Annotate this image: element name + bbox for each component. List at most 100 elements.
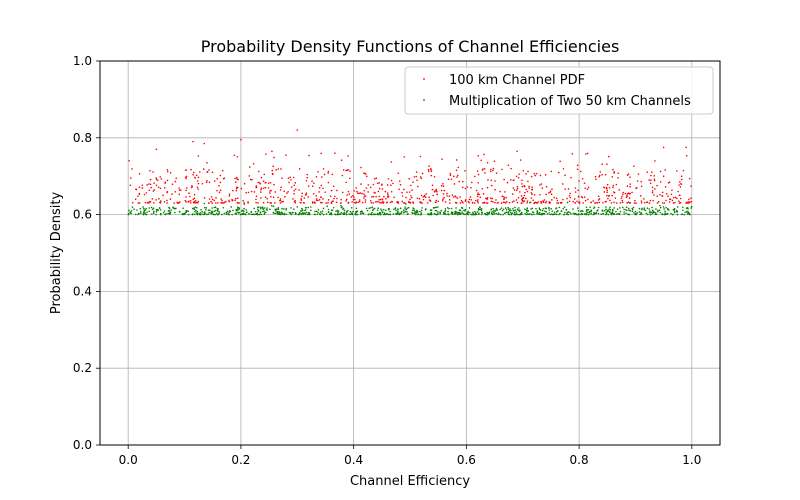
point-100km [361,192,363,195]
point-two-50km [618,212,621,215]
point-two-50km [285,207,288,210]
point-100km [679,194,681,197]
point-two-50km [191,213,194,215]
point-two-50km [200,209,202,211]
point-two-50km [525,211,528,214]
point-100km [428,199,431,201]
point-100km [667,182,670,184]
point-100km [218,191,221,194]
point-100km [656,184,658,187]
point-100km [601,173,603,176]
point-100km [166,191,168,194]
point-100km [375,195,377,198]
point-100km [384,190,387,193]
point-two-50km [443,213,445,215]
point-100km [513,179,515,181]
point-two-50km [218,211,221,213]
point-100km [473,202,476,204]
point-100km [467,200,470,203]
point-100km [355,187,357,189]
point-100km [192,173,194,176]
point-100km [659,194,661,196]
point-two-50km [492,207,494,210]
point-100km [234,177,236,180]
point-100km [279,189,282,191]
point-two-50km [163,210,166,212]
point-100km [448,199,451,201]
point-100km [184,199,187,202]
point-two-50km [627,201,630,204]
point-100km [208,198,211,200]
point-100km [376,200,378,203]
point-100km [345,198,348,201]
point-100km [305,179,308,182]
point-two-50km [525,213,528,216]
point-100km [540,183,543,185]
point-100km [626,185,629,187]
point-100km [426,202,429,204]
point-100km [473,175,476,178]
point-100km [515,175,518,178]
point-two-50km [451,212,453,215]
point-two-50km [626,209,628,212]
point-two-50km [628,209,630,211]
point-100km [653,194,655,196]
point-two-50km [610,212,613,214]
point-100km [678,200,680,202]
point-two-50km [335,210,337,212]
point-100km [342,169,345,171]
point-two-50km [673,207,676,210]
point-two-50km [651,209,654,212]
point-100km [535,172,538,175]
point-100km [352,198,355,201]
point-100km [264,196,267,199]
point-100km [690,197,692,199]
point-two-50km [419,210,421,213]
point-two-50km [207,213,209,216]
point-two-50km [681,206,684,209]
point-two-50km [264,211,267,214]
point-two-50km [538,211,541,214]
point-two-50km [448,207,450,210]
point-two-50km [430,209,433,211]
point-100km [572,200,575,203]
point-100km [271,150,273,153]
point-100km [639,195,642,197]
point-two-50km [235,212,237,214]
point-two-50km [392,213,395,215]
point-100km [308,154,310,157]
point-100km [312,193,315,195]
point-100km [267,182,270,185]
point-100km [386,184,389,186]
point-100km [269,190,271,192]
point-100km [365,187,368,189]
point-100km [449,202,451,204]
point-100km [545,200,548,203]
chart-title: Probability Density Functions of Channel… [201,37,620,56]
point-two-50km [213,210,216,213]
point-100km [192,171,195,174]
point-100km [203,142,206,145]
point-two-50km [405,208,408,211]
point-two-50km [336,209,339,212]
point-100km [340,198,342,201]
point-100km [189,195,191,198]
point-two-50km [209,209,211,212]
point-two-50km [588,212,591,214]
point-two-50km [605,212,608,215]
point-two-50km [144,209,147,211]
point-two-50km [690,207,693,209]
point-two-50km [260,207,262,210]
point-two-50km [619,210,622,213]
point-two-50km [564,211,566,214]
point-two-50km [682,209,684,212]
point-two-50km [664,212,666,214]
point-two-50km [664,210,666,213]
point-100km [303,197,306,199]
point-two-50km [413,212,416,215]
point-two-50km [269,208,271,211]
point-100km [203,197,206,199]
point-100km [580,195,583,198]
point-100km [374,201,377,203]
point-100km [519,191,521,193]
